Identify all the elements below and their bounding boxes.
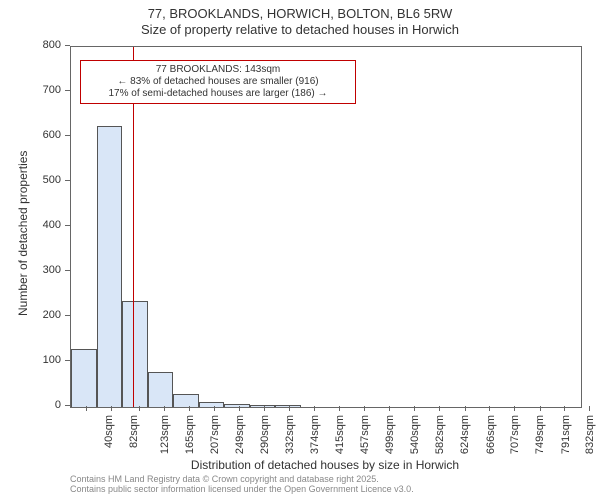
y-tick: 700 (0, 84, 70, 96)
histogram-bar (122, 301, 148, 407)
title-block: 77, BROOKLANDS, HORWICH, BOLTON, BL6 5RW… (0, 6, 600, 37)
y-tick: 100 (0, 354, 70, 366)
y-tick: 0 (0, 399, 70, 411)
y-tick-label: 0 (55, 399, 61, 411)
y-tick: 300 (0, 264, 70, 276)
y-tick-label: 500 (43, 174, 61, 186)
title-line-1: 77, BROOKLANDS, HORWICH, BOLTON, BL6 5RW (0, 6, 600, 22)
title-line-2: Size of property relative to detached ho… (0, 22, 600, 38)
footer-line-2: Contains public sector information licen… (70, 484, 414, 494)
histogram-bar (97, 126, 123, 407)
y-tick-label: 400 (43, 219, 61, 231)
y-tick-label: 300 (43, 264, 61, 276)
y-tick: 400 (0, 219, 70, 231)
chart-container: 77, BROOKLANDS, HORWICH, BOLTON, BL6 5RW… (0, 0, 600, 500)
annotation-box: 77 BROOKLANDS: 143sqm ← 83% of detached … (80, 60, 356, 104)
x-tick: 874sqm (570, 406, 600, 423)
annotation-line-3: 17% of semi-detached houses are larger (… (87, 88, 349, 100)
y-tick: 500 (0, 174, 70, 186)
footer-block: Contains HM Land Registry data © Crown c… (70, 474, 414, 494)
y-ticks: 0100200300400500600700800 (0, 46, 70, 406)
annotation-line-2: ← 83% of detached houses are smaller (91… (87, 76, 349, 88)
y-tick: 600 (0, 129, 70, 141)
footer-line-1: Contains HM Land Registry data © Crown c… (70, 474, 414, 484)
y-tick-label: 800 (43, 39, 61, 51)
annotation-line-1: 77 BROOKLANDS: 143sqm (87, 64, 349, 76)
y-tick: 200 (0, 309, 70, 321)
y-tick-label: 600 (43, 129, 61, 141)
y-tick: 800 (0, 39, 70, 51)
y-tick-label: 700 (43, 84, 61, 96)
y-tick-label: 200 (43, 309, 61, 321)
histogram-bar (71, 349, 97, 408)
histogram-bar (148, 372, 174, 407)
y-tick-label: 100 (43, 354, 61, 366)
x-ticks: 40sqm82sqm123sqm165sqm207sqm249sqm290sqm… (70, 406, 580, 466)
